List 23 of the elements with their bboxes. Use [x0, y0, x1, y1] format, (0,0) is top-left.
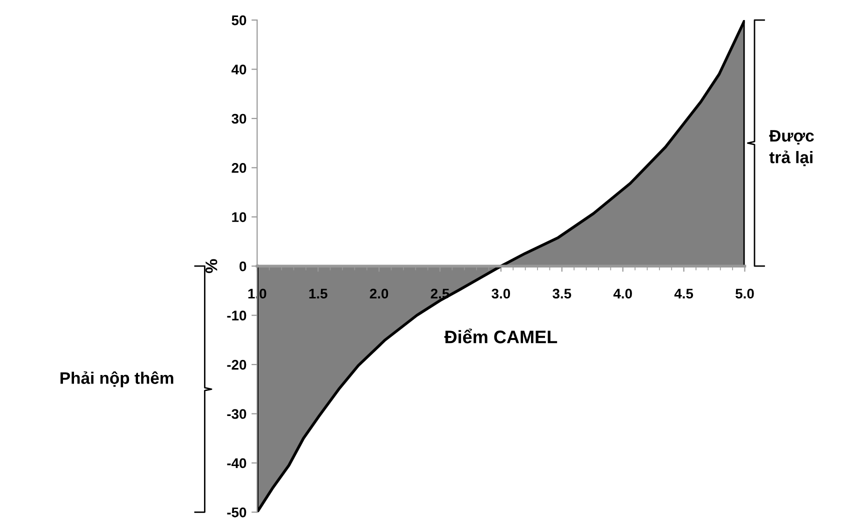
y-tick-label: -20 [227, 360, 246, 370]
y-tick-label: 40 [231, 64, 246, 74]
y-tick-label: 10 [232, 212, 246, 222]
y-tick-label: -10 [227, 310, 246, 320]
y-tick-label: 0 [240, 261, 246, 272]
y-tick-label: -30 [227, 409, 246, 419]
x-tick-label: 4.0 [613, 288, 632, 299]
y-tick-label: -50 [227, 507, 246, 518]
x-tick-label: 5.0 [736, 288, 754, 299]
text: Phải nộp thêm [60, 371, 174, 388]
x-tick-label: 1.0 [248, 288, 266, 299]
x-tick-label: 3.0 [492, 288, 510, 299]
y-tick-label: -40 [227, 458, 246, 468]
x-tick-label: 4.5 [674, 288, 694, 299]
y-tick-label: 30 [232, 114, 246, 124]
text: Được trả lại [769, 130, 814, 166]
x-tick-label: 3.5 [552, 288, 572, 299]
x-tick-label: 2.0 [370, 288, 388, 299]
y-tick-label: 50 [232, 15, 246, 26]
x-axis-title: Điểm CAMEL [444, 328, 558, 344]
y-tick-label: 20 [232, 163, 246, 173]
x-tick-label: 1.5 [309, 288, 328, 299]
y-axis-title: % [206, 259, 218, 274]
